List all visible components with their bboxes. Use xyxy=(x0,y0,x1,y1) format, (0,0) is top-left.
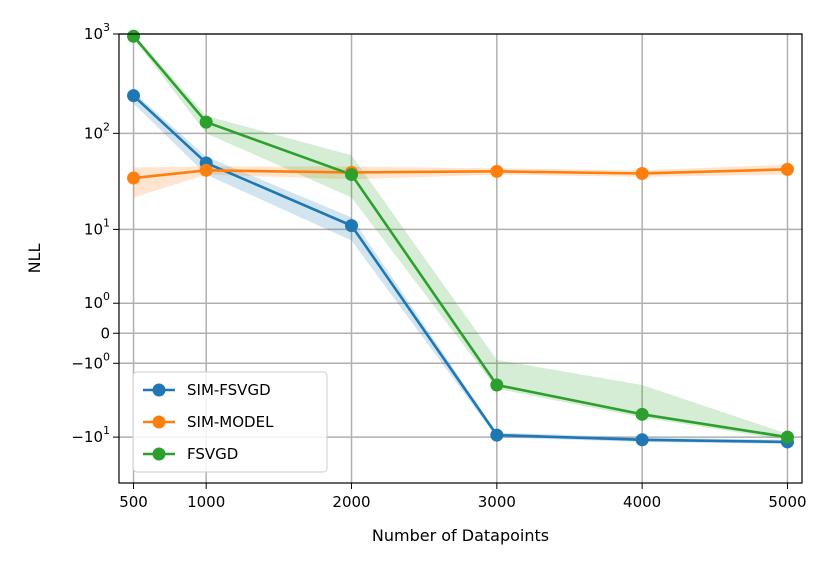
fsvgd-point xyxy=(345,168,359,182)
plot-frame xyxy=(118,33,803,484)
sim-model-point xyxy=(199,163,213,177)
sim-fsvgd-point xyxy=(490,428,504,442)
y-tick-label: 100 xyxy=(84,290,110,312)
sim-model-point xyxy=(635,166,649,180)
y-tick-base: 0 xyxy=(100,324,110,342)
sim-fsvgd-point xyxy=(345,219,359,233)
sim-model-point xyxy=(490,164,504,178)
y-tick-base: −10 xyxy=(71,428,103,446)
sim-model-point xyxy=(127,171,141,185)
fsvgd-point xyxy=(199,115,213,129)
fsvgd-line xyxy=(132,35,788,439)
fsvgd-point xyxy=(635,407,649,421)
sim-model-line xyxy=(133,168,788,180)
y-tick-base: 10 xyxy=(84,25,103,43)
fsvgd-legend-label: FSVGD xyxy=(187,445,238,463)
y-tick-label: 101 xyxy=(84,216,110,238)
legend: SIM-FSVGD SIM-MODEL FSVGD xyxy=(132,371,328,473)
y-tick-exponent: 1 xyxy=(103,216,110,229)
legend-box xyxy=(132,371,328,473)
y-tick-base: −10 xyxy=(71,354,103,372)
grid xyxy=(119,33,802,483)
sim-fsvgd-point xyxy=(127,89,141,103)
y-tick-exponent: 1 xyxy=(103,424,110,437)
series-lines xyxy=(132,35,788,444)
x-tick-label: 3000 xyxy=(478,493,516,511)
fsvgd-point xyxy=(490,378,504,392)
y-tick-label: 102 xyxy=(84,120,110,142)
sim-fsvgd-legend-marker xyxy=(152,383,166,397)
axis-ticks: 500 1000 2000 3000 4000 50001031021011000−100… xyxy=(71,21,806,511)
x-tick-label: 4000 xyxy=(623,493,661,511)
fsvgd-point xyxy=(127,29,141,43)
sim-model-point xyxy=(780,162,794,176)
fsvgd-legend-marker xyxy=(152,447,166,461)
x-tick-label: 500 xyxy=(119,493,148,511)
y-tick-exponent: 0 xyxy=(103,350,110,363)
x-axis-label: Number of Datapoints xyxy=(372,526,549,545)
sim-fsvgd-legend-label: SIM-FSVGD xyxy=(187,381,271,399)
y-tick-base: 10 xyxy=(84,124,103,142)
fsvgd-point xyxy=(780,430,794,444)
y-tick-exponent: 2 xyxy=(103,120,110,133)
y-tick-label: 0 xyxy=(100,324,110,342)
sim-fsvgd-line xyxy=(132,94,788,444)
y-tick-base: 10 xyxy=(84,294,103,312)
y-axis-label: NLL xyxy=(25,244,44,274)
y-tick-exponent: 0 xyxy=(103,290,110,303)
y-tick-exponent: 3 xyxy=(103,21,110,34)
y-tick-label: 103 xyxy=(84,21,110,43)
y-tick-label: −100 xyxy=(71,350,110,372)
y-tick-base: 10 xyxy=(84,220,103,238)
y-tick-label: −101 xyxy=(71,424,110,446)
series-markers xyxy=(127,29,794,449)
x-tick-label: 2000 xyxy=(332,493,370,511)
x-tick-label: 5000 xyxy=(768,493,806,511)
x-tick-label: 1000 xyxy=(187,493,225,511)
sim-model-legend-marker xyxy=(152,415,166,429)
sim-model-legend-label: SIM-MODEL xyxy=(187,413,274,431)
sim-fsvgd-point xyxy=(635,433,649,447)
